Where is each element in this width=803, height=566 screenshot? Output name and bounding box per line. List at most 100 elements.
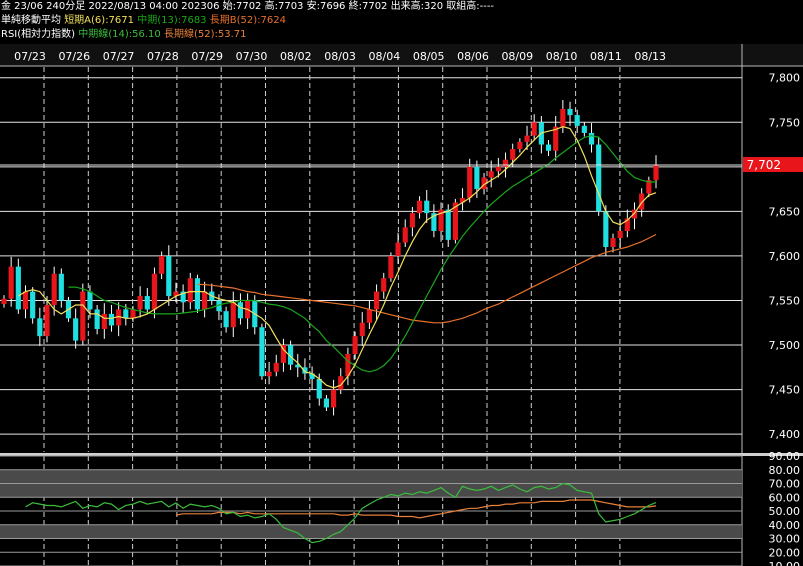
date-axis-label: 08/11 [590, 50, 622, 63]
candle-up [366, 309, 372, 323]
candle-down [545, 144, 552, 151]
candle-down [588, 132, 595, 145]
candle-up [187, 278, 193, 303]
candle-down [424, 200, 430, 214]
candle-up [624, 218, 630, 231]
candle-up [80, 291, 86, 341]
candle-up [1, 298, 7, 305]
candle-down [445, 209, 451, 240]
candle-up [416, 200, 423, 214]
date-axis-label: 08/05 [413, 50, 445, 63]
candle-up [22, 291, 29, 310]
candle-up [51, 273, 57, 305]
candle-down [166, 255, 172, 297]
date-axis-label: 08/04 [369, 50, 401, 63]
date-axis-label: 08/09 [501, 50, 533, 63]
candle-up [467, 166, 473, 199]
date-axis-label: 08/06 [457, 50, 489, 63]
date-axis-label: 07/29 [191, 50, 223, 63]
candle-up [560, 108, 566, 127]
candle-up [481, 177, 487, 190]
header-info-line: 金 23/06 240分足 2022/08/13 04:00 202306 始:… [1, 1, 495, 12]
candle-up [151, 273, 158, 310]
candle-up [44, 304, 50, 337]
candle-down [309, 373, 315, 379]
candle-up [524, 135, 530, 142]
price-tick-label: 7,750 [769, 116, 801, 129]
rsi-long-legend: 長期線(52):53.71 [163, 29, 247, 40]
candle-down [323, 398, 329, 408]
ma-legend: 単純移動平均 短期A(6):7671 中期(13):7683 長期B(52):7… [1, 14, 286, 27]
rsi-tick-label: 30.00 [769, 533, 801, 546]
candle-down [567, 108, 573, 116]
rsi-oversold-band [0, 524, 742, 539]
price-tick-label: 7,650 [769, 205, 801, 218]
candle-down [194, 278, 201, 310]
last-price-tag [743, 157, 803, 173]
candle-down [180, 291, 186, 303]
price-tick-label: 7,450 [769, 384, 801, 397]
rsi-legend-title: RSI(相対力指数) [1, 29, 76, 40]
price-tick-label: 7,550 [769, 294, 801, 307]
rsi-tick-label: 70.00 [769, 478, 801, 491]
candle-up [402, 227, 408, 243]
rsi-tick-label: 50.00 [769, 505, 801, 518]
candle-up [373, 291, 380, 310]
candle-up [617, 230, 623, 239]
candle-down [431, 213, 437, 231]
candle-up [438, 209, 444, 231]
candle-up [610, 238, 616, 248]
candle-down [316, 378, 322, 399]
rsi-tick-label: 60.00 [769, 491, 801, 504]
candle-down [15, 266, 21, 310]
candle-down [474, 166, 480, 190]
candle-down [30, 291, 36, 319]
candle-up [266, 371, 272, 377]
candle-up [345, 353, 351, 377]
date-axis-label: 07/27 [103, 50, 135, 63]
rsi-tick-label: 90.00 [769, 450, 801, 463]
ma-legend-title: 単純移動平均 [1, 15, 61, 26]
candle-up [531, 122, 537, 136]
candle-up [137, 296, 143, 310]
candle-up [395, 242, 401, 256]
candle-up [159, 255, 165, 274]
rsi-tick-label: 80.00 [769, 464, 801, 477]
ma-mid-legend: 中期(13):7683 [137, 15, 207, 26]
price-tick-label: 7,400 [769, 428, 801, 441]
candle-down [216, 300, 222, 312]
candle-up [510, 148, 516, 160]
candle-down [259, 327, 265, 377]
candle-down [73, 318, 79, 341]
date-axis-label: 07/26 [58, 50, 90, 63]
candle-down [295, 364, 301, 368]
date-axis-label: 08/02 [280, 50, 312, 63]
rsi-legend: RSI(相対力指数) 中期線(14):56.10 長期線(52):53.71 [1, 28, 247, 41]
candle-up [495, 166, 501, 172]
candle-down [123, 309, 129, 319]
candle-up [273, 362, 279, 372]
candle-down [94, 309, 100, 330]
candle-up [452, 202, 458, 240]
candle-down [288, 345, 294, 365]
candle-up [130, 309, 136, 319]
candle-up [517, 141, 523, 149]
last-price-label: 7,702 [747, 158, 781, 172]
candle-up [409, 213, 415, 228]
price-tick-label: 7,500 [769, 339, 801, 352]
candle-down [37, 318, 43, 337]
candle-down [581, 125, 587, 133]
candle-up [459, 198, 466, 203]
candle-up [653, 165, 659, 181]
price-tick-label: 7,600 [769, 250, 801, 263]
rsi-tick-label: 10.00 [769, 560, 801, 566]
candle-up [116, 309, 122, 326]
ma-short-legend: 短期A(6):7671 [64, 15, 135, 26]
date-axis-label: 08/03 [324, 50, 356, 63]
candle-up [202, 291, 208, 310]
candle-down [223, 311, 229, 328]
candle-down [596, 144, 602, 212]
price-tick-label: 7,800 [769, 72, 801, 85]
date-axis-label: 07/30 [236, 50, 268, 63]
